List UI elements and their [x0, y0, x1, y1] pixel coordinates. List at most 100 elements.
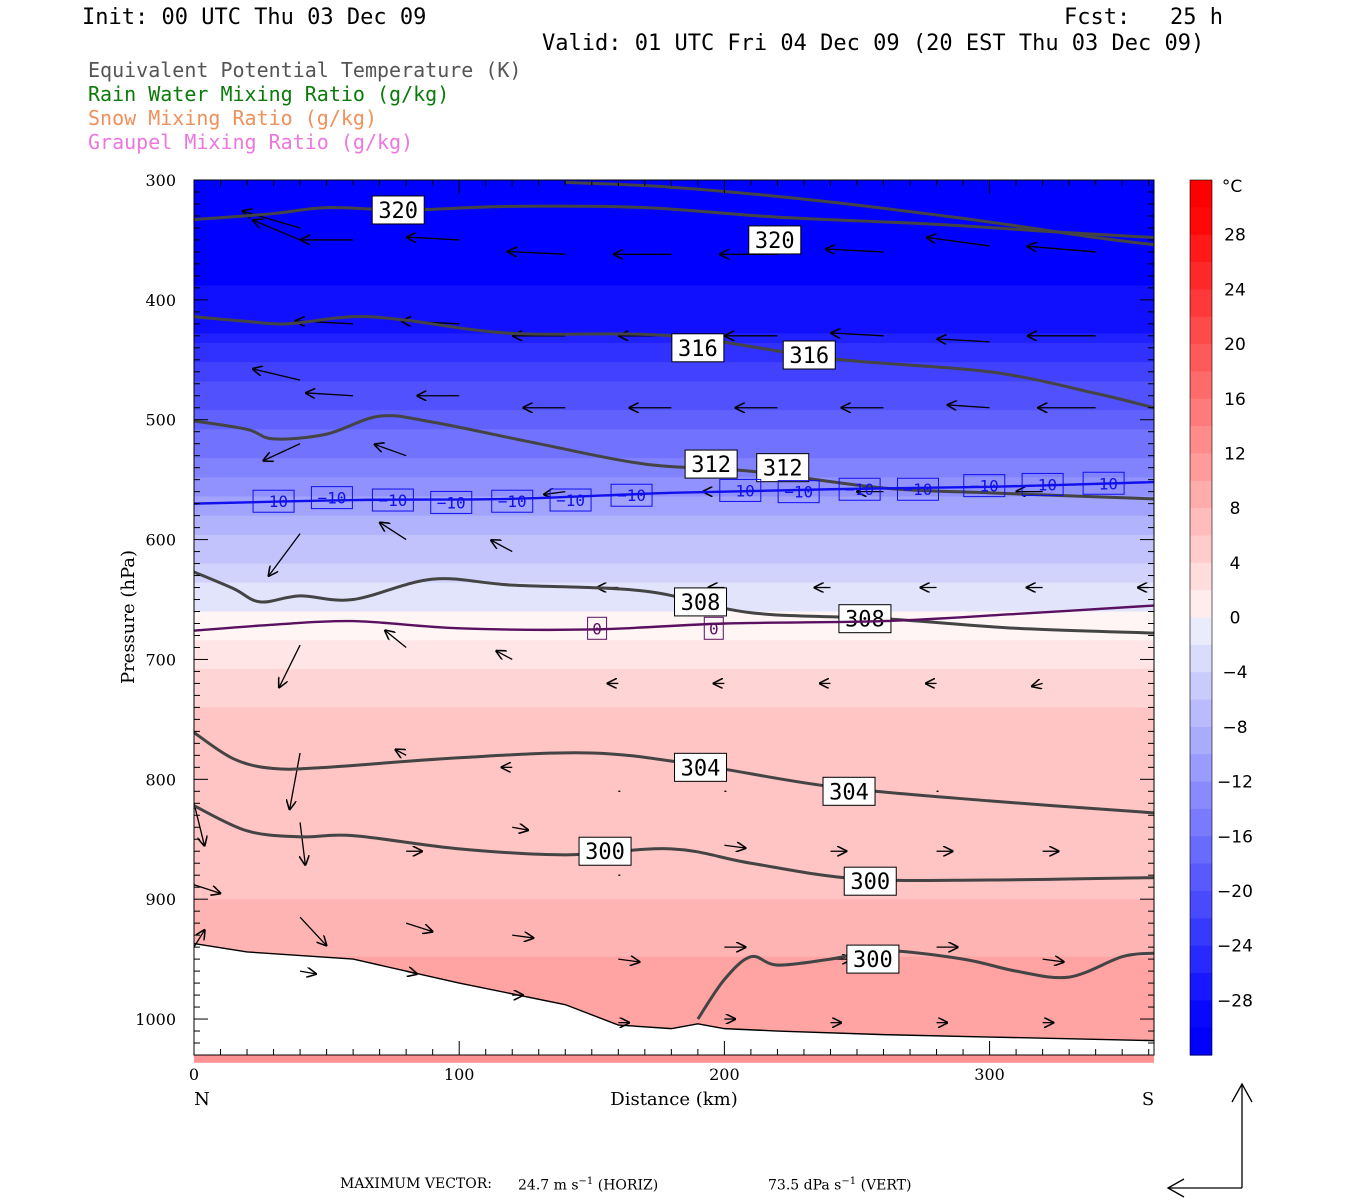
colorbar-label: 20	[1224, 335, 1246, 355]
contour-label-box	[822, 776, 876, 806]
temperature-band	[194, 256, 1154, 267]
temperature-band	[194, 237, 1154, 248]
wind-vector	[253, 220, 301, 241]
temperature-band	[194, 227, 1154, 239]
temperature-band	[194, 515, 1154, 526]
contour-label-box	[674, 587, 728, 617]
temperature-band	[194, 889, 1154, 900]
isotherm-label-box	[430, 490, 473, 514]
contour-label-box	[684, 449, 738, 479]
temperature-band	[194, 774, 1154, 785]
temperature-band	[194, 784, 1154, 795]
contour-label-box	[846, 944, 900, 974]
isotherm-label: −10	[970, 477, 999, 496]
temperature-band	[194, 870, 1154, 881]
temperature-band	[194, 525, 1154, 536]
temperature-band	[194, 764, 1154, 776]
temperature-band	[194, 582, 1154, 593]
colorbar-swatch	[1190, 508, 1212, 537]
colorbar-unit: °C	[1222, 177, 1242, 197]
colorbar-label: −24	[1217, 937, 1253, 957]
colorbar-swatch	[1190, 1027, 1212, 1056]
y-tick-label: 1000	[135, 1010, 176, 1029]
wind-vector	[299, 916, 326, 945]
contour-label-box	[838, 604, 892, 634]
temperature-band	[194, 678, 1154, 689]
x-axis-title: Distance (km)	[610, 1089, 737, 1110]
colorbar-swatch	[1190, 726, 1212, 755]
contour-label: 300	[853, 948, 893, 973]
colorbar-swatch	[1190, 890, 1212, 919]
isotherm-label-box	[252, 489, 295, 513]
temperature-band	[194, 908, 1154, 919]
temperature-band	[194, 467, 1154, 478]
temperature-band	[194, 669, 1154, 680]
legend-rain: Rain Water Mixing Ratio (g/kg)	[88, 82, 450, 106]
temperature-band	[194, 544, 1154, 555]
isotherm-label: −10	[317, 489, 346, 508]
isotherm-label-box	[896, 477, 939, 501]
wind-vector	[407, 237, 460, 240]
temperature-band	[194, 736, 1154, 747]
temperature-band	[194, 947, 1154, 958]
temperature-band	[194, 803, 1154, 814]
temperature-band	[194, 295, 1154, 306]
colorbar-swatch	[1190, 234, 1212, 263]
colorbar-swatch	[1190, 344, 1212, 373]
isotherm-label: −10	[378, 491, 407, 510]
temperature-band	[194, 266, 1154, 277]
axes: 300 400 500 600 700 800 900 1000 0 100 200 300	[135, 171, 1154, 1084]
temperature-band	[194, 180, 1154, 191]
temperature-band	[194, 601, 1154, 613]
isotherm-label-box	[587, 616, 608, 640]
temperature-band	[194, 726, 1154, 737]
contour-label: 300	[850, 870, 890, 895]
isotherm-label-box	[1082, 471, 1125, 495]
contour-label-box	[782, 340, 836, 370]
isotherm-label: −10	[845, 480, 874, 499]
colorbar-swatch	[1190, 836, 1212, 865]
colorbar-swatch	[1190, 207, 1212, 236]
colorbar-swatch	[1190, 535, 1212, 564]
right-end-label: S	[1142, 1089, 1154, 1110]
temperature-band	[194, 851, 1154, 862]
colorbar-label: 24	[1224, 280, 1246, 300]
colorbar-swatch	[1190, 781, 1212, 810]
wind-vector	[299, 971, 316, 974]
contour-label: 312	[763, 457, 803, 482]
contour-label-box	[748, 225, 802, 255]
x-tick-label: 100	[444, 1065, 475, 1084]
contour-label-box	[674, 752, 728, 782]
wind-vector	[194, 803, 204, 845]
temperature-band	[194, 208, 1154, 219]
isotherm-label: 0	[709, 619, 719, 638]
isotherm-label: −10	[1089, 474, 1118, 493]
colorbar-swatch	[1190, 863, 1212, 892]
wind-vector	[1032, 683, 1043, 686]
wind-vector	[1042, 959, 1064, 962]
temperature-band	[194, 275, 1154, 287]
x-tick-label: 0	[189, 1065, 199, 1084]
colorbar-label: −20	[1217, 882, 1253, 902]
colorbar-label: 0	[1230, 609, 1241, 629]
wind-vector	[396, 750, 407, 756]
theta-e-contour	[194, 414, 1154, 501]
isotherm-label-box	[703, 616, 724, 640]
reference-vector	[1166, 1082, 1253, 1198]
contour-label: 320	[378, 199, 418, 224]
colorbar-swatch	[1190, 699, 1212, 728]
contour-label-box	[671, 333, 725, 363]
legend-snow: Snow Mixing Ratio (g/kg)	[88, 106, 377, 130]
temperature-band	[194, 199, 1154, 210]
max-vector-vertical: 73.5 dPa s−1 (VERT)	[768, 1176, 912, 1194]
contour-label: 316	[678, 337, 718, 362]
colorbar-swatch	[1190, 426, 1212, 455]
wind-vector	[832, 333, 884, 336]
colorbar: 28 24 20 16 12 8 4 0 −4 −8 −12 −16 −20 −24 −28	[1189, 179, 1253, 1056]
colorbar-swatch	[1190, 754, 1212, 783]
temperature-band	[194, 534, 1154, 545]
temperature-band	[194, 410, 1154, 421]
wind-vector	[826, 249, 884, 252]
colorbar-swatch	[1190, 398, 1212, 427]
max-vector-label: MAXIMUM VECTOR:	[340, 1176, 492, 1192]
